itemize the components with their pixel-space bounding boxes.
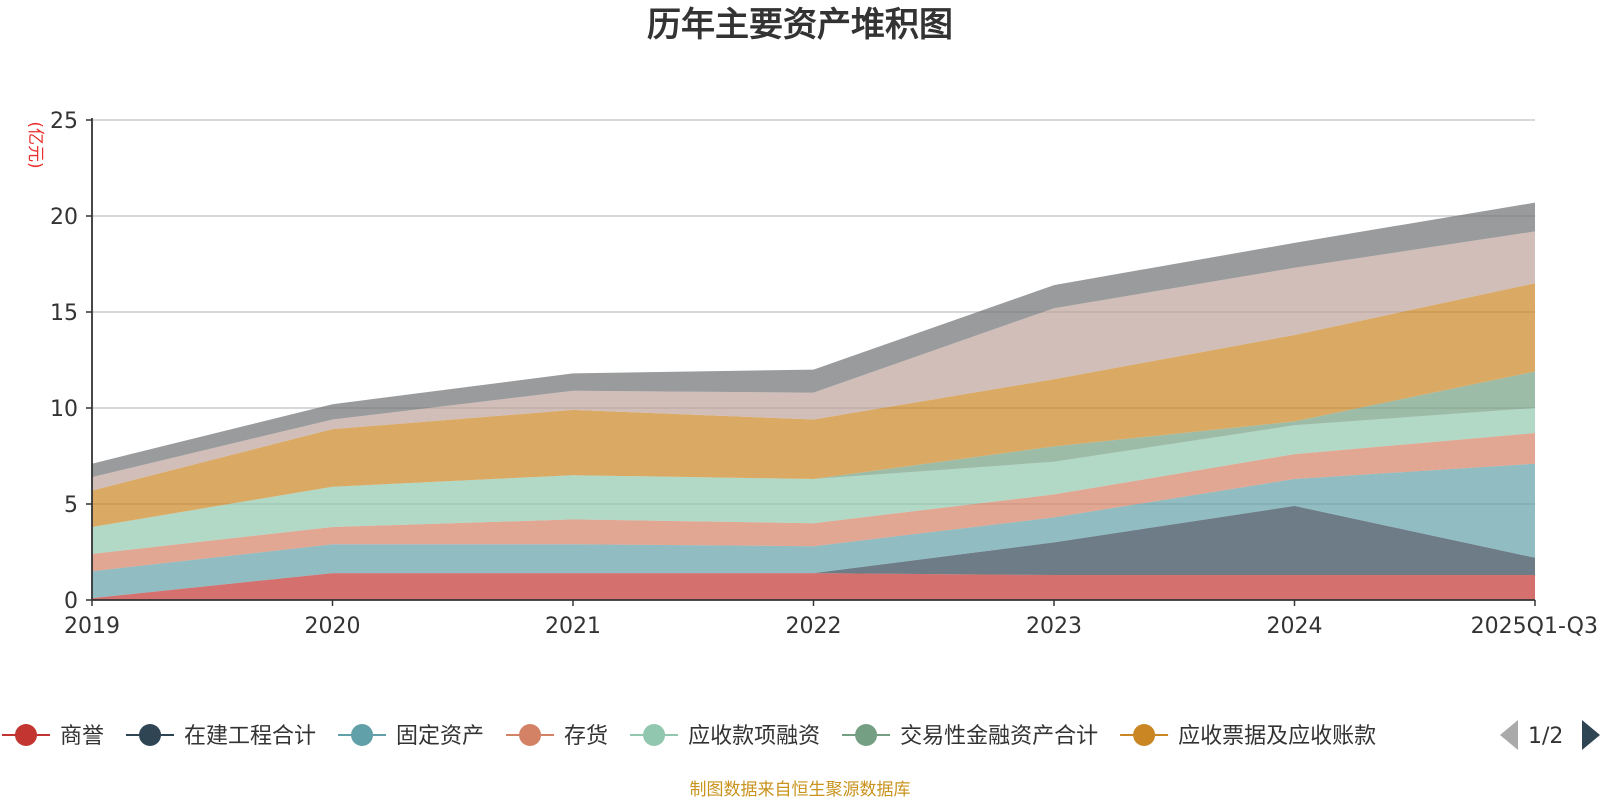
legend-label: 存货 bbox=[564, 724, 608, 749]
area-0 bbox=[92, 573, 1535, 600]
area-1 bbox=[92, 505, 1535, 599]
legend-item-0[interactable]: 商誉 bbox=[2, 724, 104, 749]
y-tick-label: 0 bbox=[64, 589, 78, 614]
legend-marker-icon bbox=[15, 724, 37, 746]
legend-item-3[interactable]: 存货 bbox=[506, 724, 608, 749]
legend-item-2[interactable]: 固定资产 bbox=[338, 724, 484, 749]
y-tick-label: 15 bbox=[50, 301, 78, 326]
x-tick-label: 2023 bbox=[1026, 614, 1082, 639]
x-tick-label: 2024 bbox=[1267, 614, 1323, 639]
legend-label: 应收款项融资 bbox=[688, 724, 820, 749]
legend-label: 交易性金融资产合计 bbox=[900, 724, 1098, 749]
legend-page-indicator: 1/2 bbox=[1528, 724, 1563, 749]
y-axis-unit-label: (亿元) bbox=[25, 121, 45, 168]
chart-title: 历年主要资产堆积图 bbox=[647, 5, 953, 45]
legend-marker-icon bbox=[855, 724, 878, 746]
legend: 商誉 在建工程合计 固定资产 存货 应收款项融资 交易性金融资产合计 应收票据及应收账款 1/… bbox=[2, 720, 1600, 750]
legend-label: 应收票据及应收账款 bbox=[1178, 724, 1376, 749]
data-source-note: 制图数据来自恒生聚源数据库 bbox=[690, 780, 911, 800]
y-tick-label: 20 bbox=[50, 205, 78, 230]
x-tick-label: 2021 bbox=[545, 614, 601, 639]
x-tick-label: 2019 bbox=[64, 614, 120, 639]
x-tick-label: 2025Q1-Q3 bbox=[1471, 614, 1598, 639]
legend-label: 在建工程合计 bbox=[184, 724, 316, 749]
y-tick-label: 25 bbox=[50, 109, 78, 134]
legend-marker-icon bbox=[351, 724, 374, 746]
legend-marker-icon bbox=[139, 724, 162, 746]
legend-item-4[interactable]: 应收款项融资 bbox=[630, 724, 820, 749]
y-tick-label: 5 bbox=[64, 493, 78, 518]
area-series-group bbox=[92, 202, 1535, 600]
legend-item-6[interactable]: 应收票据及应收账款 bbox=[1120, 724, 1376, 749]
y-tick-label: 10 bbox=[50, 397, 78, 422]
legend-marker-icon bbox=[643, 724, 666, 746]
legend-label: 固定资产 bbox=[396, 724, 484, 749]
legend-item-1[interactable]: 在建工程合计 bbox=[126, 724, 316, 749]
area-6 bbox=[92, 283, 1535, 527]
legend-prev-page-icon[interactable] bbox=[1500, 720, 1518, 750]
area-4 bbox=[92, 408, 1535, 554]
legend-marker-icon bbox=[519, 724, 542, 746]
x-tick-label: 2020 bbox=[305, 614, 361, 639]
x-tick-label: 2022 bbox=[786, 614, 842, 639]
axes: 0 5 10 15 20 25 2019 2020 2021 2022 2023 2024 2025Q1… bbox=[50, 109, 1598, 639]
area-7 bbox=[92, 231, 1535, 491]
area-2 bbox=[92, 463, 1535, 599]
legend-marker-icon bbox=[1133, 724, 1156, 746]
legend-next-page-icon[interactable] bbox=[1582, 720, 1600, 750]
area-3 bbox=[92, 433, 1535, 572]
legend-label: 商誉 bbox=[60, 724, 104, 749]
area-8 bbox=[92, 202, 1535, 478]
legend-item-5[interactable]: 交易性金融资产合计 bbox=[842, 724, 1098, 749]
